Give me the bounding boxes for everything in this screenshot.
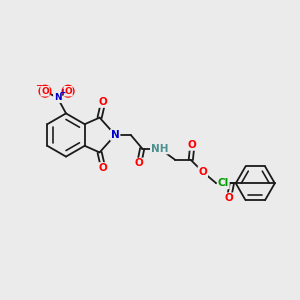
Text: N: N: [54, 93, 61, 102]
Text: O: O: [198, 167, 207, 177]
Text: O: O: [224, 193, 233, 203]
Text: NH: NH: [151, 143, 168, 154]
Text: O: O: [64, 87, 72, 96]
Text: O: O: [188, 140, 197, 150]
Text: N: N: [111, 130, 120, 140]
Text: O: O: [99, 163, 108, 173]
Text: +: +: [59, 88, 65, 97]
Text: −: −: [35, 81, 42, 90]
Text: O: O: [135, 158, 144, 169]
Text: O: O: [41, 87, 49, 96]
Text: Cl: Cl: [218, 178, 229, 188]
Text: O: O: [99, 97, 108, 107]
